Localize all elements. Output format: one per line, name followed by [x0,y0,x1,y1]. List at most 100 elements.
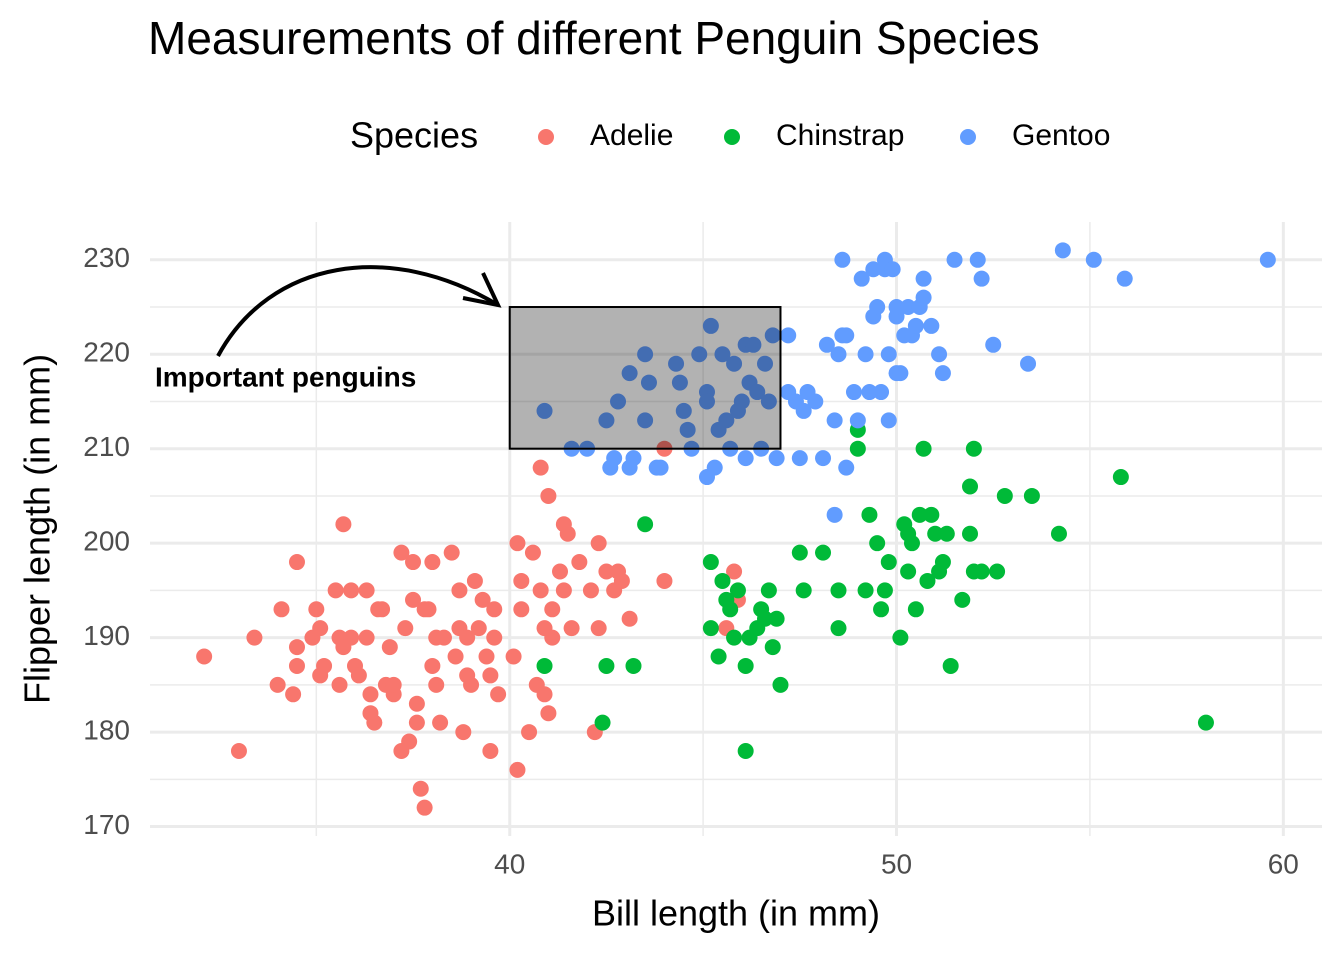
point [451,582,468,599]
point [861,506,878,523]
point [625,450,642,467]
point [374,601,391,618]
point [830,620,847,637]
point [911,506,928,523]
point [288,554,305,571]
point [1197,714,1214,731]
point [691,346,708,363]
point [1112,469,1129,486]
point [366,714,383,731]
point [969,251,986,268]
point [857,582,874,599]
point [486,601,503,618]
point [656,572,673,589]
y-axis-label: Flipper length (in mm) [17,354,58,704]
point [532,459,549,476]
point [288,657,305,674]
point [869,535,886,552]
legend-label: Adelie [590,119,673,152]
point [915,289,932,306]
point [954,591,971,608]
point [826,412,843,429]
point [331,676,348,693]
x-axis-label: Bill length (in mm) [592,893,880,934]
chart-title: Measurements of different Penguin Specie… [148,12,1040,64]
point [385,676,402,693]
point [973,270,990,287]
arrow [216,265,500,357]
annotation-label: Important penguins [155,361,416,392]
point [1085,251,1102,268]
point [544,601,561,618]
point [563,620,580,637]
point [795,402,812,419]
point [826,506,843,523]
point [621,610,638,627]
point [598,563,615,580]
point [834,251,851,268]
point [876,582,893,599]
point [907,317,924,334]
point [381,639,398,656]
point [405,591,422,608]
y-tick-label: 210 [83,431,130,462]
legend-marker [538,129,554,145]
point [934,554,951,571]
point [706,459,723,476]
point [985,336,1002,353]
point [482,667,499,684]
point [869,299,886,316]
point [726,629,743,646]
point [637,346,654,363]
point [737,742,754,759]
points [196,242,1276,816]
point [671,374,688,391]
point [1050,525,1067,542]
point [729,582,746,599]
point [408,714,425,731]
y-tick-label: 170 [83,809,130,840]
point [818,336,835,353]
point [509,535,526,552]
point [312,620,329,637]
x-tick-label: 50 [881,848,912,879]
point [772,676,789,693]
point [900,563,917,580]
point [521,724,538,741]
point [621,365,638,382]
point [540,705,557,722]
point [815,544,832,561]
point [733,393,750,410]
point [749,384,766,401]
point [536,657,553,674]
point [923,506,940,523]
point [408,695,425,712]
point [764,327,781,344]
point [900,299,917,316]
point [536,686,553,703]
point [757,610,774,627]
point [815,450,832,467]
point [524,544,541,561]
point [273,601,290,618]
point [892,629,909,646]
point [702,620,719,637]
point [401,733,418,750]
point [625,657,642,674]
point [466,572,483,589]
y-tick-label: 230 [83,242,130,273]
point [915,270,932,287]
point [288,639,305,656]
point [350,667,367,684]
point [316,657,333,674]
point [590,620,607,637]
point [555,582,572,599]
point [915,440,932,457]
point [919,572,936,589]
y-tick-label: 220 [83,337,130,368]
point [923,317,940,334]
point [246,629,263,646]
point [849,412,866,429]
point [463,676,480,693]
